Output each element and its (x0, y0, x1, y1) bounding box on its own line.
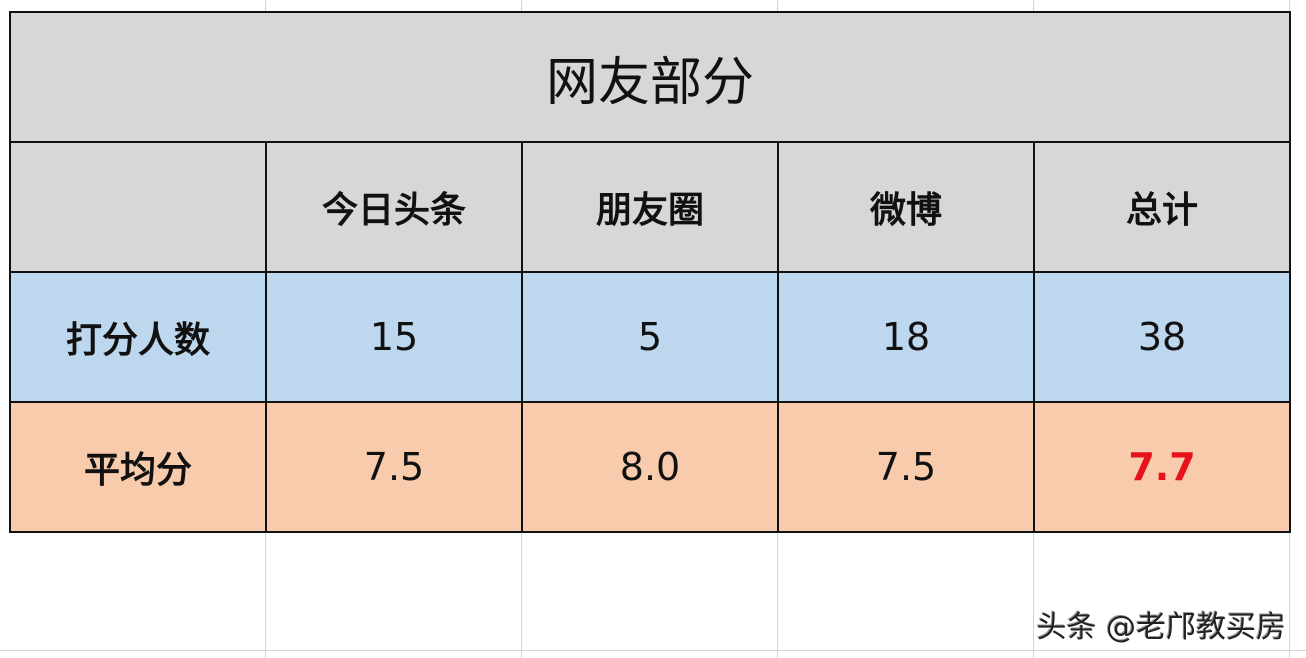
header-cell-empty[interactable] (9, 141, 267, 273)
table-row: 打分人数 15 5 18 38 (9, 271, 1291, 403)
header-cell-weibo[interactable]: 微博 (777, 141, 1035, 273)
cell[interactable]: 18 (777, 271, 1035, 403)
cell[interactable]: 38 (1033, 271, 1291, 403)
row-label-average[interactable]: 平均分 (9, 401, 267, 533)
cell-total-average[interactable]: 7.7 (1033, 401, 1291, 533)
cell[interactable]: 8.0 (521, 401, 779, 533)
gridline (0, 650, 1306, 651)
table-row: 平均分 7.5 8.0 7.5 7.7 (9, 401, 1291, 533)
table-title[interactable]: 网友部分 (9, 11, 1291, 143)
header-cell-total[interactable]: 总计 (1033, 141, 1291, 273)
watermark: 头条 @老邝教买房 (1036, 610, 1286, 645)
cell[interactable]: 5 (521, 271, 779, 403)
cell[interactable]: 15 (265, 271, 523, 403)
header-cell-toutiao[interactable]: 今日头条 (265, 141, 523, 273)
cell[interactable]: 7.5 (265, 401, 523, 533)
row-label-raters[interactable]: 打分人数 (9, 271, 267, 403)
header-row: 今日头条 朋友圈 微博 总计 (9, 141, 1291, 273)
cell[interactable]: 7.5 (777, 401, 1035, 533)
header-cell-moments[interactable]: 朋友圈 (521, 141, 779, 273)
score-table: 网友部分 今日头条 朋友圈 微博 总计 打分人数 15 5 18 38 平均分 … (9, 11, 1291, 533)
